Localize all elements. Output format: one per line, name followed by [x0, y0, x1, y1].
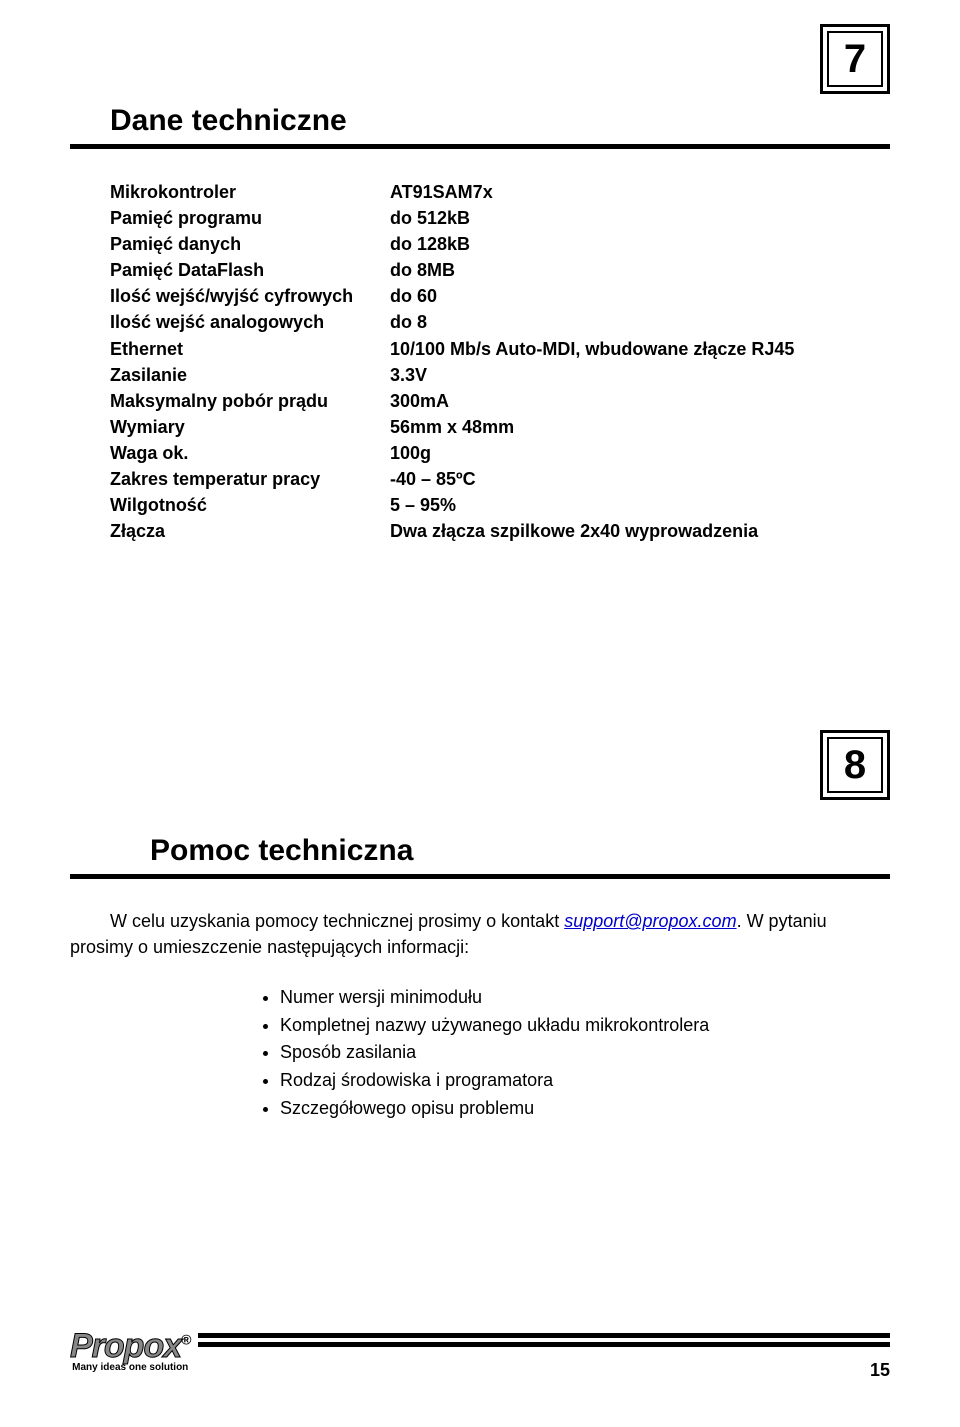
- spec-row: Waga ok.100g: [110, 440, 890, 466]
- help-bullet: Sposób zasilania: [280, 1039, 890, 1067]
- logo-text: Propox®: [70, 1327, 190, 1366]
- spec-label: Ilość wejść/wyjść cyfrowych: [110, 283, 390, 309]
- spec-row: ZłączaDwa złącza szpilkowe 2x40 wyprowad…: [110, 518, 890, 544]
- spec-label: Zasilanie: [110, 362, 390, 388]
- spec-row: Ethernet10/100 Mb/s Auto-MDI, wbudowane …: [110, 336, 890, 362]
- spec-label: Pamięć programu: [110, 205, 390, 231]
- spec-value: 10/100 Mb/s Auto-MDI, wbudowane złącze R…: [390, 336, 794, 362]
- spec-label: Pamięć DataFlash: [110, 257, 390, 283]
- spec-row: Pamięć programudo 512kB: [110, 205, 890, 231]
- spec-value: AT91SAM7x: [390, 179, 493, 205]
- spec-value: do 512kB: [390, 205, 470, 231]
- spec-row: MikrokontrolerAT91SAM7x: [110, 179, 890, 205]
- spec-value: 300mA: [390, 388, 449, 414]
- spec-row: Wymiary56mm x 48mm: [110, 414, 890, 440]
- spec-value: 56mm x 48mm: [390, 414, 514, 440]
- spec-label: Złącza: [110, 518, 390, 544]
- logo-name: Propox: [70, 1327, 181, 1365]
- spec-value: 100g: [390, 440, 431, 466]
- spec-value: -40 – 85ºC: [390, 466, 476, 492]
- spec-table: MikrokontrolerAT91SAM7x Pamięć programud…: [110, 179, 890, 544]
- page-footer: Propox® Many ideas one solution 15: [70, 1333, 890, 1387]
- spec-value: do 60: [390, 283, 437, 309]
- help-bullet: Rodzaj środowiska i programatora: [280, 1067, 890, 1095]
- registered-mark: ®: [181, 1332, 190, 1348]
- help-bullet: Numer wersji minimodułu: [280, 984, 890, 1012]
- spec-row: Ilość wejść analogowychdo 8: [110, 309, 890, 335]
- section-rule: [70, 874, 890, 879]
- spec-row: Pamięć danychdo 128kB: [110, 231, 890, 257]
- help-bullet: Kompletnej nazwy używanego układu mikrok…: [280, 1012, 890, 1040]
- section-title-dane-techniczne: Dane techniczne: [110, 104, 890, 138]
- spec-value: do 128kB: [390, 231, 470, 257]
- spec-value: do 8MB: [390, 257, 455, 283]
- chapter-number-8: 8: [827, 737, 883, 793]
- logo-block: Propox® Many ideas one solution: [70, 1327, 198, 1373]
- spec-row: Zakres temperatur pracy-40 – 85ºC: [110, 466, 890, 492]
- spec-label: Zakres temperatur pracy: [110, 466, 390, 492]
- spec-value: 3.3V: [390, 362, 427, 388]
- spec-row: Maksymalny pobór prądu300mA: [110, 388, 890, 414]
- spec-label: Wilgotność: [110, 492, 390, 518]
- spec-label: Wymiary: [110, 414, 390, 440]
- spec-label: Ilość wejść analogowych: [110, 309, 390, 335]
- help-bullet-list: Numer wersji minimodułu Kompletnej nazwy…: [280, 984, 890, 1123]
- chapter-number-box-8: 8: [820, 730, 890, 800]
- section-title-pomoc-techniczna: Pomoc techniczna: [150, 834, 890, 868]
- help-paragraph: W celu uzyskania pomocy technicznej pros…: [70, 909, 890, 959]
- spec-value: 5 – 95%: [390, 492, 456, 518]
- chapter-number-7: 7: [827, 31, 883, 87]
- section-rule: [70, 144, 890, 149]
- spec-row: Zasilanie3.3V: [110, 362, 890, 388]
- help-bullet: Szczegółowego opisu problemu: [280, 1095, 890, 1123]
- spec-label: Ethernet: [110, 336, 390, 362]
- spec-label: Mikrokontroler: [110, 179, 390, 205]
- page-number: 15: [870, 1360, 890, 1387]
- spec-row: Wilgotność5 – 95%: [110, 492, 890, 518]
- spec-value: Dwa złącza szpilkowe 2x40 wyprowadzenia: [390, 518, 758, 544]
- spec-value: do 8: [390, 309, 427, 335]
- spec-label: Pamięć danych: [110, 231, 390, 257]
- spec-row: Pamięć DataFlashdo 8MB: [110, 257, 890, 283]
- support-email-link[interactable]: support@propox.com: [564, 911, 736, 931]
- spec-label: Waga ok.: [110, 440, 390, 466]
- help-intro-before: W celu uzyskania pomocy technicznej pros…: [110, 911, 564, 931]
- spec-row: Ilość wejść/wyjść cyfrowychdo 60: [110, 283, 890, 309]
- chapter-number-box-7: 7: [820, 24, 890, 94]
- spec-label: Maksymalny pobór prądu: [110, 388, 390, 414]
